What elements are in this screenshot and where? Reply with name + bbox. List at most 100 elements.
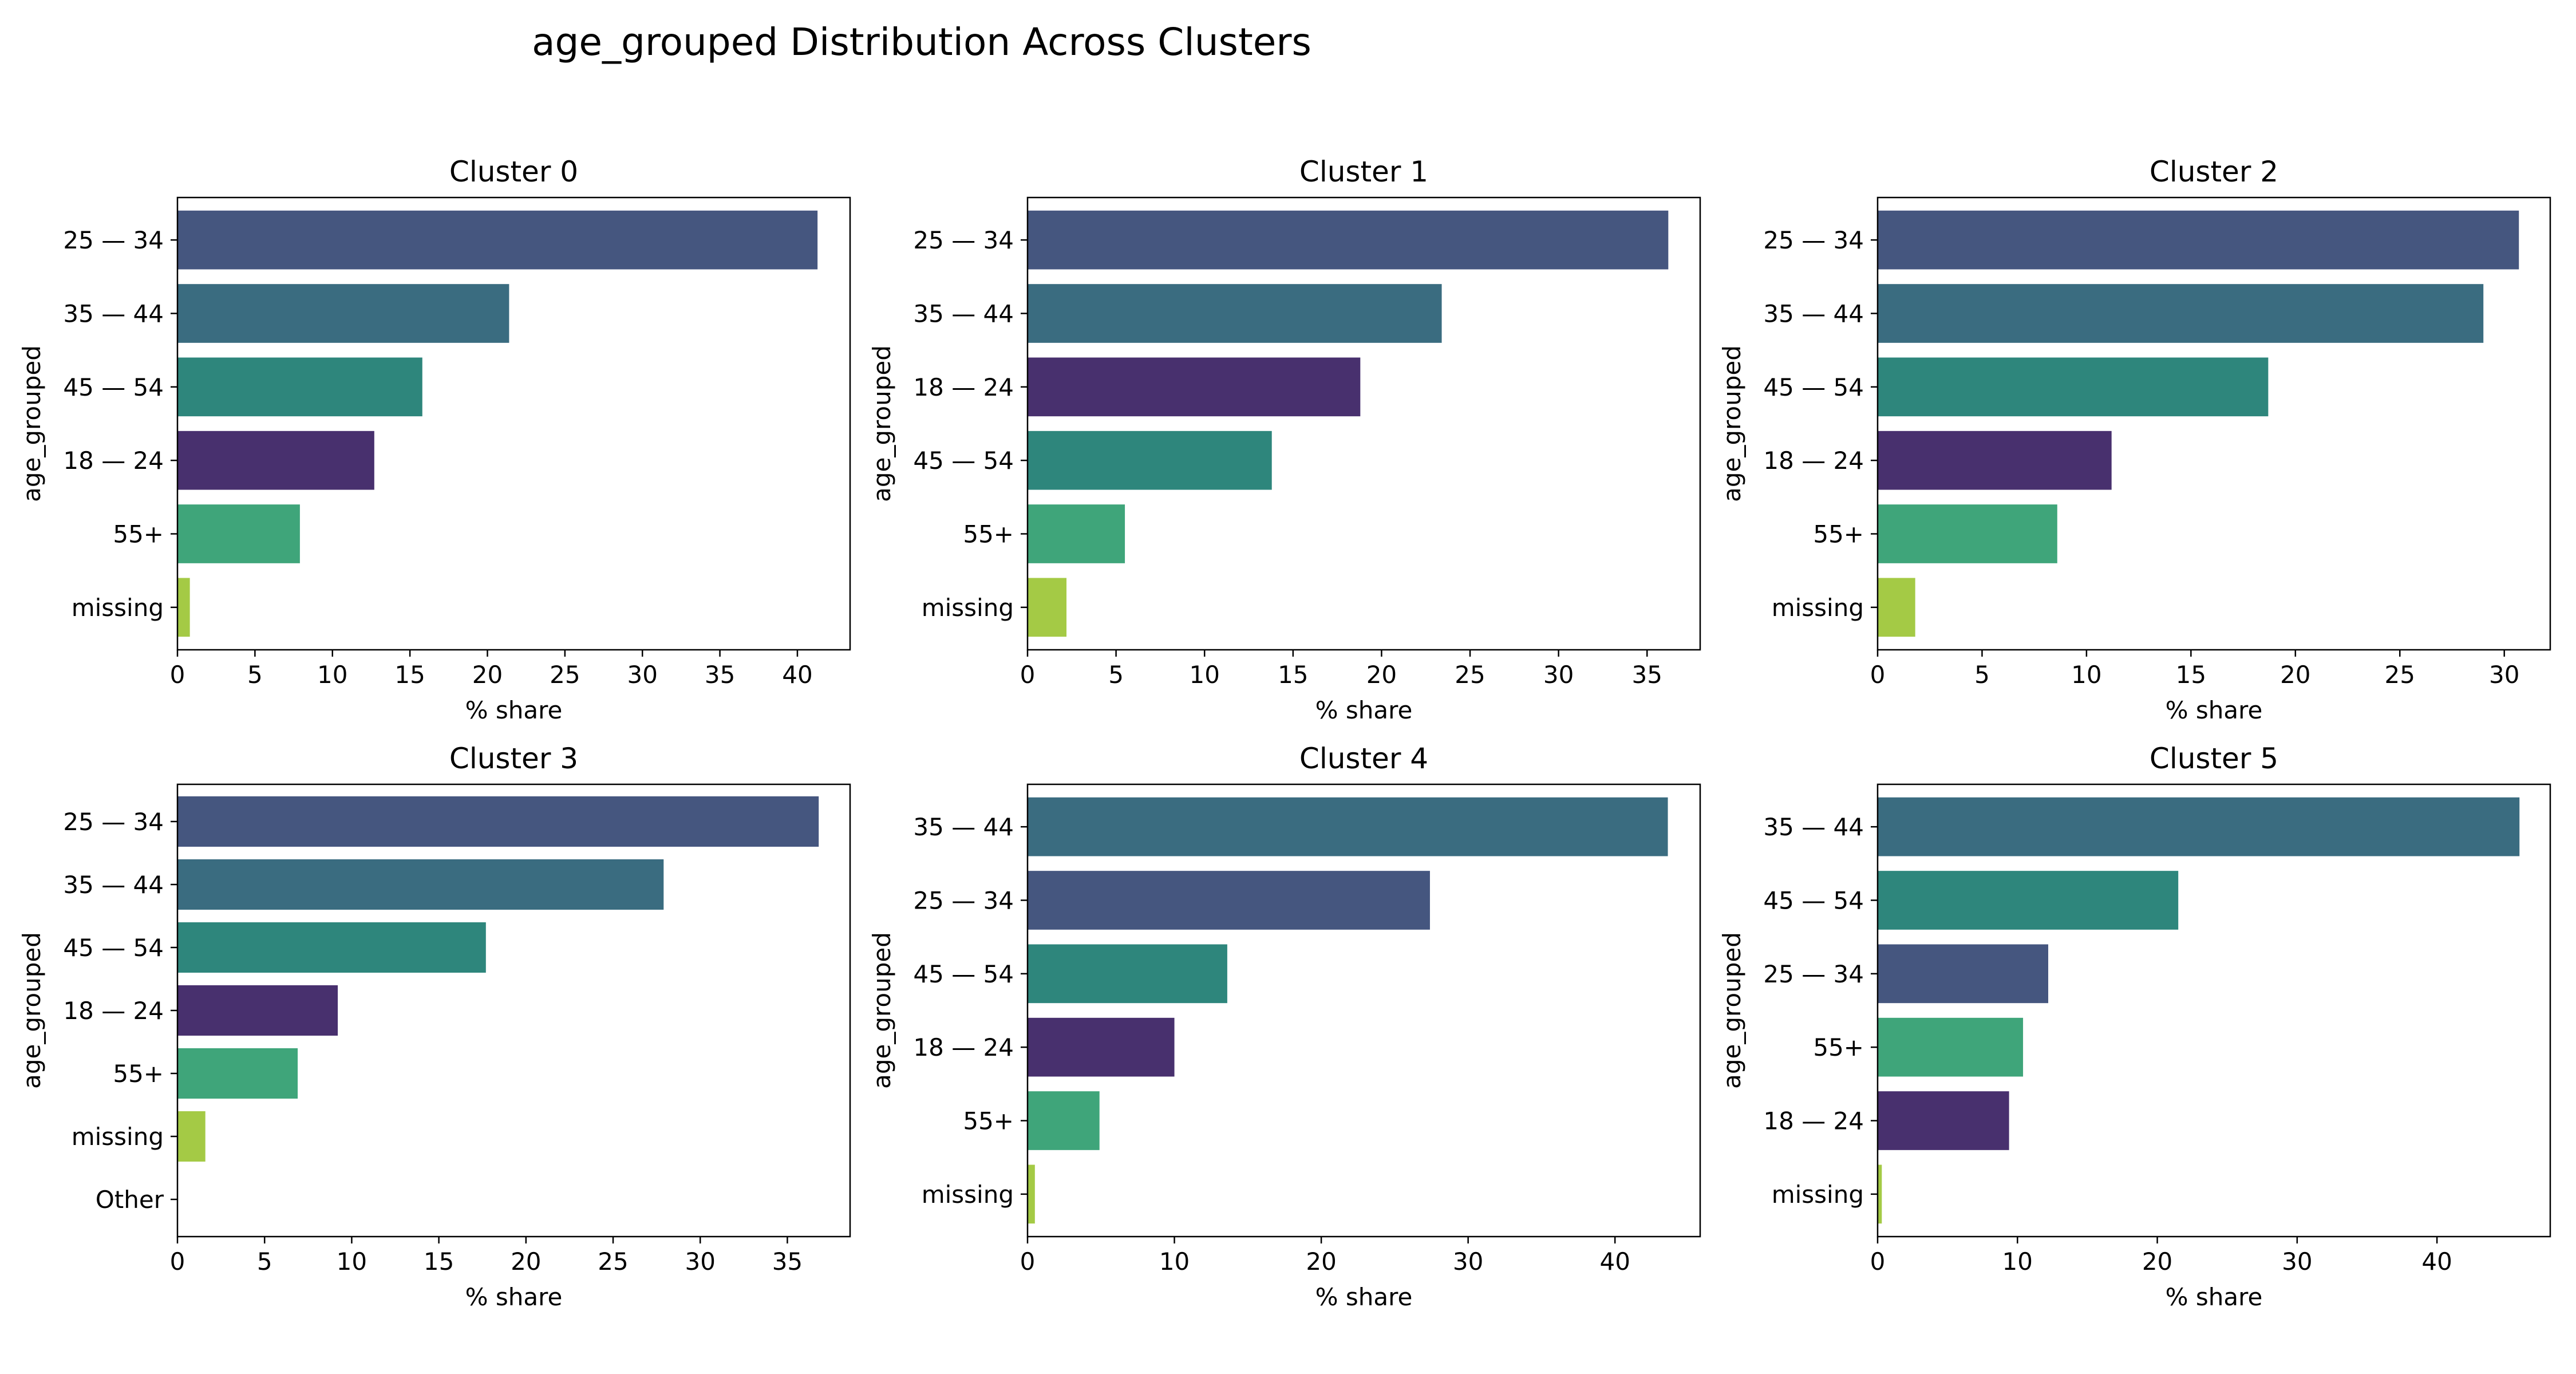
bar	[177, 284, 509, 343]
y-tick-label: missing	[922, 1180, 1014, 1209]
bar	[177, 431, 374, 490]
x-tick-label: 0	[1020, 1247, 1036, 1276]
bar	[1878, 944, 2049, 1004]
bar	[1028, 944, 1227, 1004]
y-tick-label: 18 — 24	[63, 447, 164, 475]
bar	[1878, 284, 2484, 343]
bar	[1878, 1091, 2009, 1150]
chart-panel-1: Cluster 1 25 — 34 35 — 44 18 — 24 45 — 54 55+…	[868, 155, 1701, 724]
y-tick-label: 55+	[113, 1060, 164, 1088]
y-tick-label: 35 — 44	[63, 300, 164, 328]
y-tick-label: 55+	[1813, 1033, 1864, 1061]
y-tick-label: 18 — 24	[1763, 1107, 1864, 1135]
y-axis-label: age_grouped	[1718, 345, 1746, 502]
y-tick-label: missing	[1772, 1180, 1864, 1209]
x-tick-label: 10	[1189, 661, 1219, 689]
axes-frame	[176, 196, 851, 651]
x-tick-label: 0	[170, 1247, 185, 1276]
y-axis-label: age_grouped	[18, 932, 46, 1089]
chart-panel-5: Cluster 5 35 — 44 45 — 54 25 — 34 55+ 18 — 24…	[1718, 742, 2551, 1311]
axes-frame	[176, 783, 851, 1238]
x-axis-label: % share	[465, 1283, 563, 1311]
bar	[1878, 431, 2112, 490]
bar	[1878, 504, 2057, 563]
x-tick-label: 30	[627, 661, 657, 689]
panel-title: Cluster 2	[2150, 155, 2278, 188]
y-tick-label: 25 — 34	[913, 887, 1014, 915]
x-axis-label: % share	[465, 696, 563, 724]
x-tick-label: 10	[2002, 1247, 2033, 1276]
y-tick-label: 35 — 44	[1763, 813, 1864, 841]
y-axis-label: age_grouped	[1718, 932, 1746, 1089]
bar	[1028, 431, 1272, 490]
panel-title: Cluster 3	[449, 742, 578, 775]
y-axis-label: age_grouped	[18, 345, 46, 502]
bar	[177, 796, 819, 847]
x-tick-label: 25	[550, 661, 580, 689]
subplot-grid: Cluster 0 25 — 34 35 — 44 45 — 54 18 — 24 55+…	[18, 155, 2551, 1311]
bar	[177, 357, 422, 417]
y-tick-label: 25 — 34	[63, 226, 164, 254]
x-tick-label: 20	[511, 1247, 541, 1276]
bar	[1878, 578, 1915, 637]
x-tick-label: 15	[424, 1247, 454, 1276]
bar	[1878, 210, 2519, 270]
bar	[177, 1048, 298, 1099]
x-tick-label: 0	[170, 661, 185, 689]
x-tick-label: 10	[2071, 661, 2101, 689]
panel-title: Cluster 0	[449, 155, 578, 188]
panel-title: Cluster 4	[1299, 742, 1428, 775]
x-tick-label: 15	[394, 661, 425, 689]
x-tick-label: 20	[2280, 661, 2310, 689]
bar	[1028, 1164, 1035, 1224]
x-tick-label: 35	[772, 1247, 803, 1276]
x-tick-label: 30	[1453, 1247, 1483, 1276]
y-tick-label: 25 — 34	[1763, 226, 1864, 254]
x-tick-label: 40	[1599, 1247, 1630, 1276]
x-tick-label: 20	[2142, 1247, 2172, 1276]
bar	[1028, 1091, 1100, 1150]
bar	[177, 985, 338, 1036]
bar	[177, 578, 190, 637]
y-tick-label: Other	[96, 1186, 164, 1214]
y-tick-label: 25 — 34	[63, 808, 164, 836]
y-tick-label: 35 — 44	[1763, 300, 1864, 328]
x-tick-label: 5	[1108, 661, 1124, 689]
bar	[1028, 1017, 1175, 1077]
x-tick-label: 0	[1020, 661, 1036, 689]
y-tick-label: 55+	[113, 520, 164, 548]
x-tick-label: 25	[1455, 661, 1485, 689]
y-tick-label: missing	[922, 594, 1014, 622]
axes-frame	[1026, 196, 1701, 651]
x-tick-label: 10	[317, 661, 347, 689]
x-tick-label: 20	[1366, 661, 1397, 689]
chart-panel-4: Cluster 4 35 — 44 25 — 34 45 — 54 18 — 24 55+…	[868, 742, 1701, 1311]
bar	[1028, 578, 1067, 637]
x-axis-label: % share	[2166, 1283, 2263, 1311]
y-tick-label: 18 — 24	[913, 1033, 1014, 1061]
x-tick-label: 25	[598, 1247, 628, 1276]
bar	[177, 1111, 206, 1162]
chart-panel-3: Cluster 3 25 — 34 35 — 44 45 — 54 18 — 24 55+…	[18, 742, 851, 1311]
y-tick-label: 55+	[963, 520, 1014, 548]
y-tick-label: 45 — 54	[63, 373, 164, 401]
x-tick-label: 10	[1159, 1247, 1190, 1276]
x-tick-label: 5	[247, 661, 263, 689]
y-tick-label: 18 — 24	[1763, 447, 1864, 475]
axes-frame	[1026, 783, 1701, 1238]
y-tick-label: 45 — 54	[913, 447, 1014, 475]
chart-panel-2: Cluster 2 25 — 34 35 — 44 45 — 54 18 — 24 55+…	[1718, 155, 2551, 724]
x-axis-label: % share	[1315, 1283, 1413, 1311]
x-axis-label: % share	[2166, 696, 2263, 724]
x-tick-label: 20	[1306, 1247, 1336, 1276]
y-tick-label: missing	[72, 1123, 164, 1151]
bar	[177, 210, 818, 270]
y-axis-label: age_grouped	[868, 345, 896, 502]
bar	[177, 504, 300, 563]
y-tick-label: 25 — 34	[913, 226, 1014, 254]
bar	[1028, 797, 1668, 856]
x-tick-label: 5	[1974, 661, 1990, 689]
bar	[1028, 357, 1361, 417]
x-tick-label: 15	[1278, 661, 1308, 689]
y-tick-label: 25 — 34	[1763, 960, 1864, 988]
